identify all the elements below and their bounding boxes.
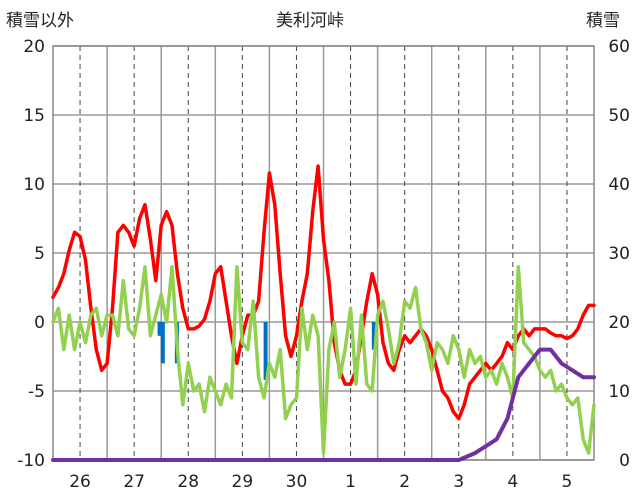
x-tick-label: 28 — [177, 472, 199, 492]
right-y-tick-label: 10 — [608, 382, 630, 402]
left-y-tick-label: 5 — [34, 244, 45, 264]
precip-bar — [371, 322, 376, 350]
x-tick-label: 1 — [345, 472, 356, 492]
x-tick-label: 5 — [562, 472, 573, 492]
left-y-tick-label: 10 — [23, 175, 45, 195]
right-y-tick-label: 20 — [608, 313, 630, 333]
x-tick-label: 30 — [286, 472, 308, 492]
left-y-tick-label: -10 — [17, 451, 45, 471]
left-y-tick-label: -5 — [28, 382, 45, 402]
left-y-tick-label: 20 — [23, 37, 45, 57]
x-tick-label: 2 — [399, 472, 410, 492]
right-y-tick-label: 0 — [619, 451, 630, 471]
left-y-tick-label: 15 — [23, 106, 45, 126]
right-y-tick-label: 40 — [608, 175, 630, 195]
series-line-2 — [51, 265, 596, 455]
right-y-tick-label: 60 — [608, 37, 630, 57]
left-axis-title: 積雪以外 — [6, 11, 74, 31]
x-tick-label: 26 — [69, 472, 91, 492]
right-y-tick-label: 30 — [608, 244, 630, 264]
series-line-3 — [51, 347, 596, 462]
chart-title: 美利河峠 — [276, 11, 344, 31]
right-y-tick-label: 50 — [608, 106, 630, 126]
x-tick-label: 4 — [507, 472, 518, 492]
left-y-tick-label: 0 — [34, 313, 45, 333]
precip-bar — [263, 322, 268, 380]
x-tick-label: 29 — [232, 472, 254, 492]
right-axis-title: 積雪 — [586, 11, 620, 31]
precip-bar — [160, 322, 165, 364]
x-tick-label: 3 — [453, 472, 464, 492]
x-tick-label: 27 — [123, 472, 145, 492]
precip-bar — [157, 322, 162, 336]
series-line-1 — [51, 164, 596, 421]
